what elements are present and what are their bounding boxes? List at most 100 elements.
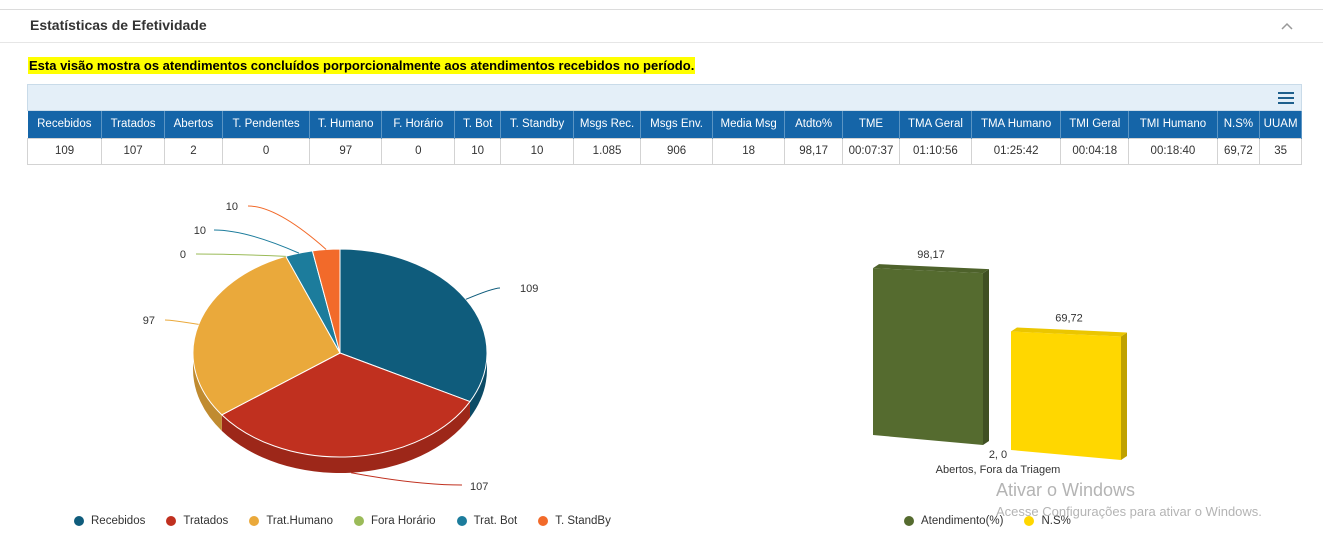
table-cell: 00:18:40 (1128, 137, 1218, 165)
legend-item[interactable]: T. StandBy (538, 515, 611, 527)
pie-connector (164, 319, 199, 325)
table-cell: 69,72 (1216, 137, 1261, 165)
column-header[interactable]: Recebidos (27, 111, 103, 138)
pie-connector (350, 472, 463, 486)
pie-slice-side (221, 401, 470, 473)
table-cell: 35 (1259, 137, 1302, 165)
legend-marker (166, 516, 177, 526)
table-cell: 01:25:42 (970, 137, 1062, 165)
bar-extra-label: 2, 0 (989, 449, 1007, 461)
column-header[interactable]: T. Humano (309, 111, 383, 138)
legend-marker (538, 516, 549, 526)
bar-top (873, 264, 989, 274)
legend-label: Trat. Bot (473, 515, 518, 527)
table-cell: 0 (221, 137, 311, 165)
column-header[interactable]: TMI Geral (1060, 111, 1130, 138)
pie-slice[interactable] (339, 248, 488, 403)
legend-marker (1024, 516, 1035, 526)
column-header[interactable]: Msgs Env. (640, 111, 714, 138)
bar-data-label: 69,72 (1055, 312, 1083, 324)
legend-item[interactable]: Atendimento(%) (904, 515, 1003, 527)
table-cell: 906 (640, 137, 714, 165)
table-header-row: Recebidos Tratados Abertos T. Pendentes T. H… (27, 111, 1302, 138)
legend-item[interactable]: Trat. Bot (456, 515, 518, 527)
hamburger-menu-icon[interactable] (1278, 92, 1294, 105)
pie-connector (465, 287, 501, 300)
panel-header: Estatísticas de Efetividade (0, 10, 1323, 43)
bar[interactable] (873, 268, 983, 445)
legend-marker (456, 516, 467, 526)
legend-label: Trat.Humano (266, 515, 333, 527)
pie-data-label: 10 (226, 201, 238, 213)
legend-label: Tratados (183, 515, 229, 527)
table-cell: 107 (101, 137, 166, 165)
column-header[interactable]: T. Standby (500, 111, 575, 138)
bar-side (983, 269, 989, 445)
pie-slice[interactable] (192, 255, 341, 416)
pie-chart: 109 107 97 0 10 10 (143, 201, 539, 493)
pie-data-label: 97 (143, 315, 155, 327)
legend-item[interactable]: Trat.Humano (249, 515, 333, 527)
legend-item[interactable]: N.S% (1024, 515, 1071, 527)
table-cell: 00:04:18 (1060, 137, 1130, 165)
table-cell: 109 (26, 137, 103, 165)
legend-label: Recebidos (91, 515, 146, 527)
column-header[interactable]: TMA Geral (899, 111, 972, 138)
bar-chart: 98,17 69,72 2, 0 Abertos, Fora da Triagem (873, 249, 1127, 476)
pie-data-label: 109 (520, 283, 538, 295)
pie-connector (247, 205, 327, 250)
legend-marker (354, 516, 364, 526)
column-header[interactable]: TMI Humano (1128, 111, 1218, 138)
column-header[interactable]: TME (842, 111, 900, 138)
legend-item[interactable]: Tratados (166, 515, 228, 527)
pie-data-label: 0 (180, 249, 186, 261)
column-header[interactable]: Atdto% (784, 111, 844, 138)
column-header[interactable]: N.S% (1217, 111, 1261, 138)
table-cell: 0 (381, 137, 456, 165)
legend-item[interactable]: Fora Horário (354, 515, 436, 527)
column-header[interactable]: Abertos (164, 111, 223, 138)
watermark-title: Ativar o Windows (996, 480, 1136, 500)
table-cell: 2 (164, 137, 223, 165)
bar-side (1121, 332, 1127, 460)
pie-data-label: 107 (470, 481, 488, 493)
column-header[interactable]: UUAM (1259, 111, 1302, 138)
legend-marker (74, 516, 84, 526)
column-header[interactable]: T. Bot (454, 111, 501, 138)
column-header[interactable]: Msgs Rec. (573, 111, 642, 138)
table-cell: 00:07:37 (842, 137, 900, 165)
column-header[interactable]: T. Pendentes (222, 111, 311, 138)
table-cell: 18 (712, 137, 786, 165)
pie-slice-side (193, 353, 222, 431)
legend-item[interactable]: Recebidos (74, 515, 145, 527)
pie-slice[interactable] (220, 352, 471, 458)
table-cell: 98,17 (784, 137, 844, 165)
column-header[interactable]: Tratados (101, 111, 166, 138)
legend-label: T. StandBy (555, 515, 611, 527)
panel-title: Estatísticas de Efetividade (30, 17, 207, 33)
pie-slice[interactable] (311, 248, 341, 354)
table-cell: 01:10:56 (898, 137, 972, 165)
bar[interactable] (1011, 331, 1121, 460)
watermark-subtitle: Acesse Configurações para ativar o Windo… (996, 504, 1262, 519)
table-cell: 10 (499, 137, 575, 165)
legend-marker (249, 516, 260, 526)
legend-label: Atendimento(%) (921, 515, 1004, 527)
legend-marker (904, 516, 914, 526)
pie-data-label: 10 (194, 225, 206, 237)
bar-legend: Atendimento(%) N.S% (904, 515, 1092, 527)
pie-connector (213, 229, 300, 254)
x-axis-category-label: Abertos, Fora da Triagem (936, 464, 1061, 476)
column-header[interactable]: TMA Humano (971, 111, 1062, 138)
info-notice: Esta visão mostra os atendimentos conclu… (28, 57, 696, 74)
chevron-up-icon[interactable] (1280, 20, 1294, 34)
legend-label: Fora Horário (371, 515, 436, 527)
column-header[interactable]: F. Horário (381, 111, 456, 138)
table-toolbar (27, 84, 1302, 111)
panel-top-border (0, 9, 1323, 10)
table-cell: 1.085 (573, 137, 642, 165)
bar-top (1011, 327, 1127, 337)
pie-legend: Recebidos Tratados Trat.Humano Fora Horário… (74, 515, 632, 527)
column-header[interactable]: Media Msg (712, 111, 786, 138)
bar-data-label: 98,17 (917, 249, 945, 261)
